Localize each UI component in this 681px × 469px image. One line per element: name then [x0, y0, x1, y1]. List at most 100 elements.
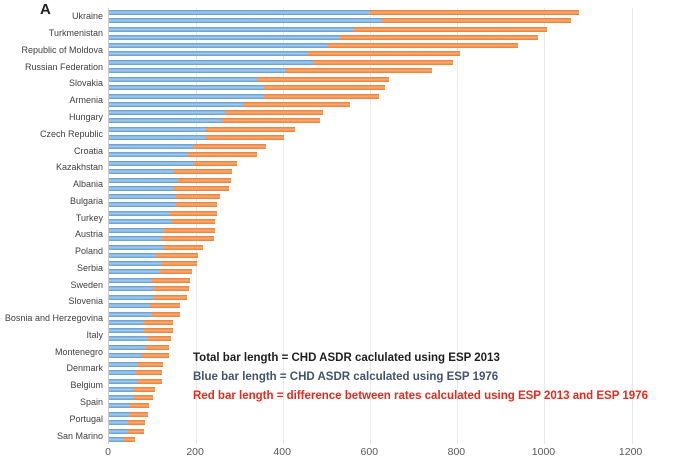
bar-bosnia-and-herzegovina-2 [109, 319, 649, 325]
country-label-republic-of-moldova: Republic of Moldova [21, 44, 103, 55]
country-group-ukraine: Ukraine [72, 8, 649, 25]
bar-ukraine-1 [109, 9, 649, 15]
blue-segment [109, 361, 138, 367]
red-segment [338, 34, 538, 40]
blue-segment [109, 118, 222, 124]
country-label-hungary: Hungary [68, 111, 103, 122]
blue-segment [109, 17, 382, 23]
blue-segment [109, 51, 308, 57]
blue-segment [109, 168, 174, 174]
bar-montenegro-2 [109, 353, 649, 359]
country-label-bulgaria: Bulgaria [69, 195, 103, 206]
gridline-1000 [544, 8, 546, 444]
country-label-slovenia: Slovenia [68, 296, 103, 307]
gridline-1200 [631, 8, 633, 444]
blue-segment [109, 244, 164, 250]
bar-spain-1 [109, 395, 649, 401]
blue-segment [109, 43, 328, 49]
country-label-bosnia-and-herzegovina: Bosnia and Herzegovina [4, 313, 103, 324]
bar-armenia-1 [109, 93, 649, 99]
red-segment [151, 278, 190, 284]
panel-label: A [40, 1, 51, 18]
red-segment [142, 319, 174, 325]
country-group-turkey: Turkey [76, 209, 649, 226]
blue-segment [109, 429, 128, 435]
bar-bulgaria-1 [109, 194, 649, 200]
blue-segment [109, 302, 151, 308]
country-label-san-marino: San Marino [56, 430, 103, 441]
red-segment [192, 144, 266, 149]
red-segment [175, 202, 218, 208]
bar-italy-1 [109, 328, 649, 334]
bar-turkmenistan-2 [109, 34, 649, 40]
country-group-kazakhstan: Kazakhstan [56, 159, 649, 176]
red-segment [140, 353, 170, 359]
country-label-croatia: Croatia [73, 145, 103, 156]
bar-slovakia-2 [109, 84, 649, 90]
red-segment [193, 160, 237, 166]
country-group-serbia: Serbia [77, 259, 649, 276]
legend-line-red: Red bar length = difference between rate… [193, 390, 648, 402]
blue-segment [109, 9, 371, 15]
blue-segment [109, 252, 157, 258]
bar-albania-1 [109, 177, 649, 183]
country-group-armenia: Armenia [69, 92, 649, 109]
country-label-montenegro: Montenegro [54, 346, 103, 357]
bar-portugal-2 [109, 420, 649, 426]
blue-segment [109, 34, 339, 40]
red-segment [146, 345, 170, 351]
country-group-bosnia-and-herzegovina: Bosnia and Herzegovina [5, 310, 649, 327]
country-label-ukraine: Ukraine [71, 11, 103, 22]
blue-segment [109, 386, 134, 392]
blue-segment [109, 135, 206, 141]
blue-segment [109, 353, 141, 359]
bar-italy-2 [109, 336, 649, 342]
country-group-slovenia: Slovenia [68, 293, 649, 310]
bar-kazakhstan-1 [109, 160, 649, 166]
red-segment [150, 302, 180, 308]
country-label-portugal: Portugal [69, 413, 103, 424]
blue-segment [109, 227, 164, 233]
bar-sweden-1 [109, 278, 649, 284]
bar-bosnia-and-herzegovina-1 [109, 311, 649, 317]
blue-segment [109, 185, 174, 191]
country-group-russian-federation: Russian Federation [25, 58, 649, 75]
blue-segment [109, 211, 170, 217]
bar-hungary-2 [109, 118, 649, 124]
blue-segment [109, 403, 131, 409]
bar-bulgaria-2 [109, 202, 649, 208]
country-group-belgium: Belgium [70, 377, 649, 394]
blue-segment [109, 219, 171, 225]
red-segment [136, 369, 162, 375]
bar-czech-republic-1 [109, 127, 649, 133]
country-label-czech-republic: Czech Republic [39, 128, 103, 139]
red-segment [381, 17, 571, 23]
blue-segment [109, 261, 162, 267]
bar-hungary-1 [109, 110, 649, 116]
bar-turkey-1 [109, 211, 649, 217]
bar-belgium-1 [109, 378, 649, 384]
blue-segment [109, 378, 137, 384]
x-tick-label-200: 200 [186, 446, 204, 458]
gridline-800 [457, 8, 459, 444]
bar-montenegro-1 [109, 345, 649, 351]
country-label-turkmenistan: Turkmenistan [48, 28, 103, 39]
blue-segment [109, 395, 133, 401]
blue-segment [109, 68, 286, 74]
bar-armenia-2 [109, 101, 649, 107]
country-group-sweden: Sweden [70, 276, 649, 293]
red-segment [186, 152, 257, 157]
bar-poland-1 [109, 244, 649, 250]
country-label-austria: Austria [74, 229, 103, 240]
blue-segment [109, 336, 148, 342]
country-group-bulgaria: Bulgaria [70, 192, 649, 209]
country-group-poland: Poland [75, 243, 649, 260]
red-segment [175, 194, 221, 200]
red-segment [133, 386, 156, 392]
red-segment [127, 420, 145, 426]
red-segment [152, 286, 190, 292]
red-segment [173, 168, 233, 174]
red-segment [130, 403, 149, 409]
blue-segment [109, 294, 153, 300]
blue-segment [109, 152, 187, 157]
